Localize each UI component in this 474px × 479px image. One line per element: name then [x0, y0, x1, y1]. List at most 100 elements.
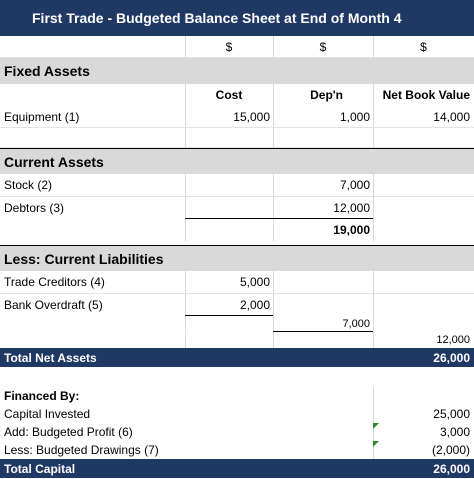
grid-line [273, 316, 274, 331]
blank-row [0, 367, 474, 385]
grid-line [373, 441, 374, 459]
grid-line [185, 84, 186, 106]
grid-line [273, 174, 274, 196]
grid-line [373, 271, 374, 293]
table-row: Stock (2) 7,000 [0, 174, 474, 197]
section-heading: Financed By: [4, 389, 80, 403]
currency-row: $ $ $ [0, 36, 474, 58]
column-header-net-book-value: Net Book Value [382, 88, 470, 102]
section-heading: Less: Current Liabilities [4, 250, 164, 267]
grid-line [273, 294, 274, 316]
total-capital-row: Total Capital 26,000 [0, 459, 474, 478]
table-row: Trade Creditors (4) 5,000 [0, 271, 474, 294]
grid-line [373, 84, 374, 106]
grid-line [373, 219, 374, 241]
grid-line [185, 316, 186, 331]
currency-symbol: $ [420, 39, 427, 54]
column-header-depreciation: Dep'n [310, 88, 343, 102]
grid-line [373, 197, 374, 219]
table-row: Debtors (3) 12,000 [0, 197, 474, 219]
underline [185, 315, 273, 316]
blank-row [0, 128, 474, 148]
section-current-liabilities: Less: Current Liabilities [0, 245, 474, 271]
total-net-assets-label: Total Net Assets [4, 350, 97, 365]
grid-line [185, 219, 186, 241]
sheet-title: First Trade - Budgeted Balance Sheet at … [32, 10, 402, 26]
grid-line [373, 174, 374, 196]
row-label: Equipment (1) [4, 109, 80, 124]
grid-line [185, 294, 186, 316]
section-fixed-assets: Fixed Assets [0, 58, 474, 84]
underline [185, 218, 373, 219]
grid-line [185, 106, 186, 127]
total-row: 19,000 [0, 219, 474, 241]
table-row: Less: Budgeted Drawings (7) (2,000) [0, 441, 474, 459]
depreciation-value: 1,000 [339, 109, 370, 124]
grid-line [185, 332, 186, 348]
currency-symbol: $ [225, 39, 233, 54]
row-label: Trade Creditors (4) [4, 275, 105, 289]
financed-by-heading-row: Financed By: [0, 387, 474, 405]
grid-line [273, 271, 274, 293]
grid-line [373, 106, 374, 127]
section-heading: Fixed Assets [4, 63, 90, 79]
grid-line [185, 36, 186, 57]
grid-line [185, 197, 186, 219]
comment-marker-icon[interactable] [373, 441, 379, 447]
current-liabilities-total: 7,000 [342, 317, 370, 330]
table-row: Equipment (1) 15,000 1,000 14,000 [0, 106, 474, 128]
grid-line [185, 128, 186, 147]
trade-creditors-value: 5,000 [239, 275, 270, 289]
row-label: Debtors (3) [4, 201, 65, 215]
table-row: Capital Invested 25,000 [0, 405, 474, 423]
budgeted-drawings-value: (2,000) [431, 443, 470, 457]
bank-overdraft-value: 2,000 [239, 298, 270, 312]
currency-symbol: $ [319, 39, 327, 54]
section-heading: Current Assets [4, 153, 104, 170]
budgeted-profit-value: 3,000 [439, 425, 470, 439]
grid-line [373, 387, 374, 405]
table-row: Add: Budgeted Profit (6) 3,000 [0, 423, 474, 441]
working-capital-value: 12,000 [436, 334, 470, 346]
grid-line [373, 36, 374, 57]
column-header-cost: Cost [215, 88, 243, 102]
total-capital-value: 26,000 [433, 461, 470, 476]
grid-line [273, 36, 274, 57]
cost-value: 15,000 [233, 109, 270, 124]
grid-line [373, 316, 374, 331]
row-label: Capital Invested [4, 407, 91, 421]
grid-line [273, 84, 274, 106]
total-net-assets-row: Total Net Assets 26,000 [0, 348, 474, 367]
row-label: Add: Budgeted Profit (6) [4, 425, 133, 439]
stock-value: 7,000 [339, 178, 370, 192]
title-bar: First Trade - Budgeted Balance Sheet at … [0, 0, 474, 36]
grid-line [373, 128, 374, 147]
total-row: 12,000 [0, 332, 474, 348]
grid-line [185, 174, 186, 196]
grid-line [273, 128, 274, 147]
grid-line [273, 332, 274, 348]
current-assets-total: 19,000 [333, 223, 370, 237]
total-row: 7,000 [0, 316, 474, 331]
grid-line [273, 106, 274, 127]
row-label: Bank Overdraft (5) [4, 298, 103, 312]
column-header-row: Cost Dep'n Net Book Value [0, 84, 474, 106]
total-net-assets-value: 26,000 [433, 350, 470, 365]
grid-line [373, 294, 374, 316]
table-row: Bank Overdraft (5) 2,000 [0, 294, 474, 316]
grid-line [273, 219, 274, 241]
grid-line [185, 271, 186, 293]
row-label: Less: Budgeted Drawings (7) [4, 443, 159, 457]
net-book-value: 14,000 [433, 109, 470, 124]
grid-line [373, 423, 374, 441]
grid-line [373, 405, 374, 423]
total-capital-label: Total Capital [4, 461, 76, 476]
grid-line [373, 332, 374, 348]
comment-marker-icon[interactable] [373, 423, 379, 429]
row-label: Stock (2) [4, 178, 53, 192]
debtors-value: 12,000 [333, 201, 370, 215]
section-current-assets: Current Assets [0, 148, 474, 174]
grid-line [273, 197, 274, 219]
capital-invested-value: 25,000 [433, 407, 470, 421]
